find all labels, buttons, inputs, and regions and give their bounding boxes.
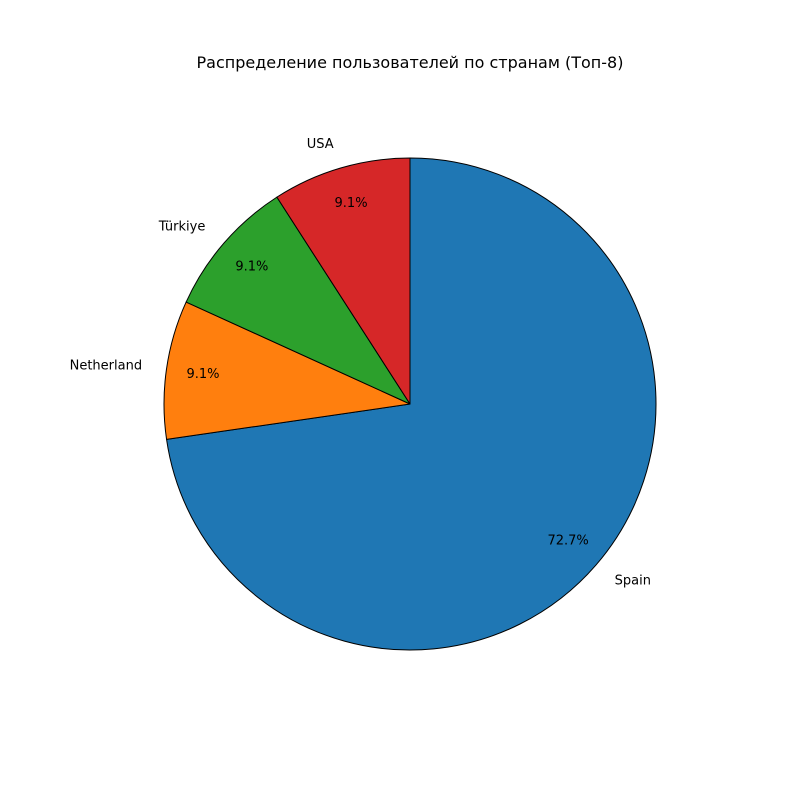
- pct-label-spain: 72.7%: [547, 533, 588, 548]
- pct-label-usa: 9.1%: [335, 196, 368, 211]
- pie-slice-spain: [166, 157, 657, 651]
- pct-label-netherland: 9.1%: [186, 367, 219, 382]
- pie-labels: Spain 72.7% Netherland 9.1% Türkiye 9.1% USA 9.…: [70, 137, 651, 589]
- slice-label-spain: Spain: [615, 574, 651, 589]
- pie-slice-netherland: [163, 301, 411, 440]
- slice-label-usa: USA: [307, 137, 334, 152]
- pie-slices: [163, 157, 657, 651]
- slice-label-t-rkiye: Türkiye: [158, 219, 206, 234]
- slice-label-netherland: Netherland: [70, 358, 142, 373]
- pct-label-t-rkiye: 9.1%: [235, 260, 268, 275]
- chart-title: Распределение пользователей по странам (…: [197, 53, 624, 72]
- pie-slice-t-rkiye: [185, 196, 411, 405]
- pie-slice-usa: [276, 157, 411, 405]
